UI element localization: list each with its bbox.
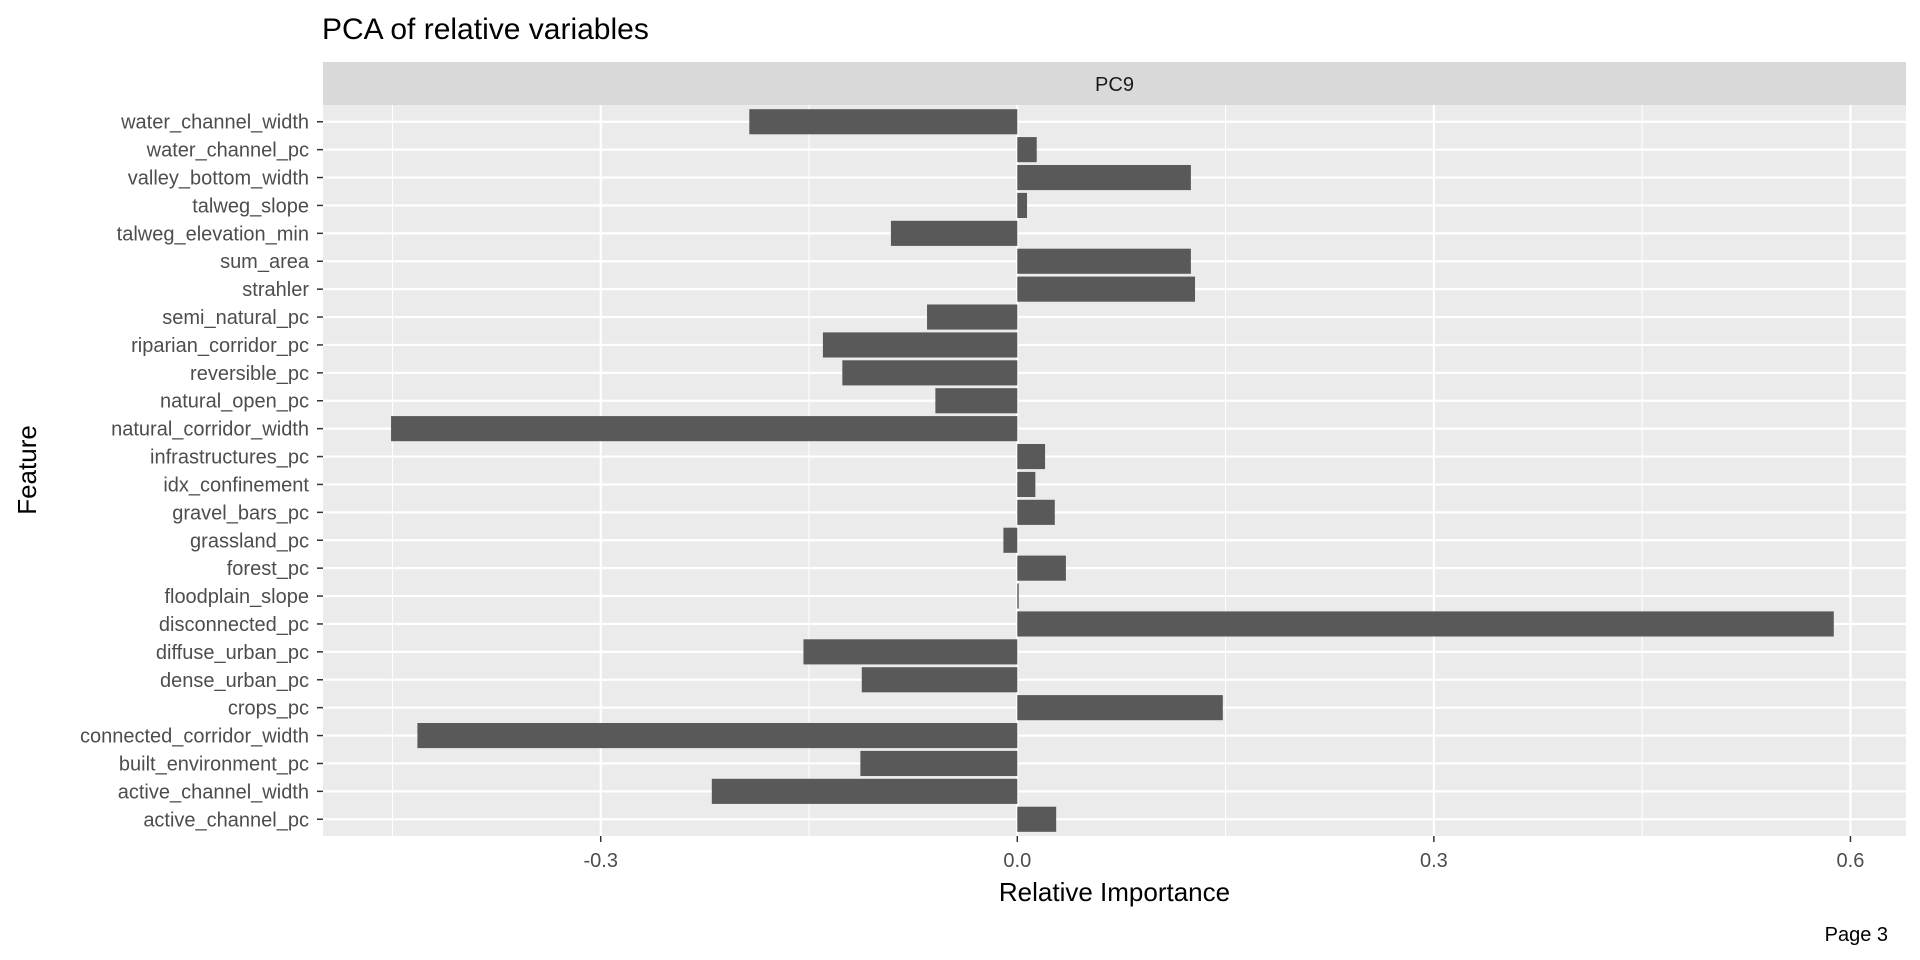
- y-tick-label: gravel_bars_pc: [172, 502, 309, 524]
- y-tick-label: idx_confinement: [163, 474, 309, 496]
- bar-infrastructures_pc: [1017, 443, 1046, 470]
- x-tick-labels: -0.3 0.0 0.3 0.6: [583, 836, 1864, 872]
- bar-idx_confinement: [1017, 471, 1036, 498]
- y-tick-label: sum_area: [220, 251, 310, 273]
- bar-water_channel_pc: [1017, 137, 1037, 163]
- facet-strip: [323, 62, 1906, 105]
- x-tick-label: -0.3: [583, 850, 617, 872]
- y-tick-label: grassland_pc: [190, 530, 309, 552]
- bar-natural_open_pc: [935, 388, 1018, 414]
- y-tick-label: strahler: [242, 279, 309, 301]
- bar-talweg_slope: [1017, 192, 1028, 218]
- bar-floodplain_slope: [1017, 583, 1019, 609]
- y-tick-label: talweg_slope: [192, 195, 309, 217]
- bar-semi_natural_pc: [927, 304, 1018, 330]
- bar-valley_bottom_width: [1017, 164, 1191, 191]
- y-tick-label: talweg_elevation_min: [117, 223, 309, 245]
- bar-gravel_bars_pc: [1017, 499, 1055, 525]
- bar-riparian_corridor_pc: [822, 332, 1018, 358]
- bar-water_channel_width: [749, 109, 1018, 135]
- y-tick-label: floodplain_slope: [164, 586, 309, 608]
- y-tick-label: natural_corridor_width: [111, 419, 309, 441]
- y-axis-title: Feature: [12, 425, 42, 515]
- bar-natural_corridor_width: [391, 416, 1018, 442]
- bar-dense_urban_pc: [861, 667, 1018, 693]
- x-tick-label: 0.6: [1837, 850, 1865, 872]
- bar-built_environment_pc: [860, 750, 1018, 777]
- bar-active_channel_pc: [1017, 806, 1057, 832]
- y-tick-label: diffuse_urban_pc: [156, 642, 309, 664]
- bar-forest_pc: [1017, 555, 1066, 581]
- y-tick-label: active_channel_width: [118, 781, 309, 803]
- facet-label: PC9: [1095, 74, 1134, 96]
- chart-title: PCA of relative variables: [322, 13, 649, 46]
- bar-strahler: [1017, 276, 1196, 302]
- bar-diffuse_urban_pc: [803, 639, 1018, 665]
- y-tick-label: water_channel_width: [120, 112, 309, 134]
- y-tick-label: water_channel_pc: [146, 140, 309, 162]
- x-tick-label: 0.3: [1420, 850, 1448, 872]
- y-tick-label: dense_urban_pc: [160, 670, 309, 692]
- y-tick-label: riparian_corridor_pc: [131, 335, 309, 357]
- bar-sum_area: [1017, 248, 1191, 274]
- y-tick-labels: water_channel_width water_channel_pcvalle…: [80, 112, 323, 831]
- x-tick-label: 0.0: [1003, 850, 1031, 872]
- bars: [391, 109, 1834, 832]
- y-tick-label: natural_open_pc: [160, 391, 309, 413]
- bar-connected_corridor_width: [417, 723, 1018, 749]
- y-tick-label: infrastructures_pc: [150, 447, 309, 469]
- y-tick-label: reversible_pc: [190, 363, 309, 385]
- y-tick-label: built_environment_pc: [119, 753, 309, 775]
- bar-disconnected_pc: [1017, 611, 1834, 637]
- y-tick-label: semi_natural_pc: [162, 307, 309, 329]
- bar-reversible_pc: [842, 360, 1018, 386]
- y-tick-label: crops_pc: [228, 698, 309, 720]
- y-tick-label: disconnected_pc: [159, 614, 309, 636]
- bar-active_channel_width: [711, 778, 1018, 804]
- page-caption: Page 3: [1825, 924, 1888, 946]
- y-tick-label: valley_bottom_width: [128, 168, 309, 190]
- bar-crops_pc: [1017, 695, 1223, 721]
- bar-talweg_elevation_min: [890, 220, 1018, 246]
- x-axis-title: Relative Importance: [999, 877, 1230, 907]
- bar-grassland_pc: [1003, 527, 1018, 553]
- y-tick-label: connected_corridor_width: [80, 726, 309, 748]
- y-tick-label: active_channel_pc: [143, 809, 309, 831]
- y-tick-label: forest_pc: [227, 558, 309, 580]
